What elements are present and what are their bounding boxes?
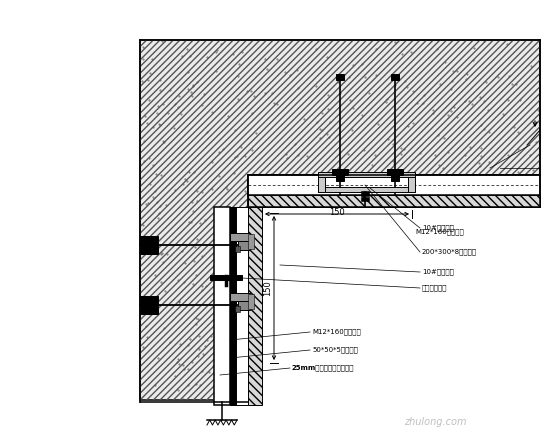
Text: 150: 150: [263, 280, 272, 296]
Text: 150: 150: [329, 208, 345, 217]
Bar: [361, 191, 369, 196]
Bar: [140, 296, 158, 314]
Bar: [391, 74, 399, 80]
Bar: [318, 175, 325, 192]
Bar: [318, 187, 415, 192]
Bar: [214, 207, 230, 405]
Text: M12*160化学锚栓: M12*160化学锚栓: [312, 329, 361, 335]
Bar: [230, 233, 250, 241]
Text: 10#槽钢横料: 10#槽钢横料: [422, 225, 454, 232]
Text: M12*160化学锚栓: M12*160化学锚栓: [415, 229, 464, 235]
Polygon shape: [140, 40, 540, 400]
Bar: [230, 207, 236, 405]
Bar: [140, 236, 158, 254]
Bar: [238, 240, 250, 250]
Bar: [230, 293, 250, 301]
Bar: [361, 197, 369, 201]
Bar: [248, 195, 540, 207]
Text: zhulong.com: zhulong.com: [404, 417, 466, 427]
Bar: [336, 74, 344, 80]
Bar: [336, 175, 344, 181]
Bar: [238, 300, 250, 310]
Bar: [235, 246, 240, 252]
Text: 200*300*8钢件骨架: 200*300*8钢件骨架: [422, 249, 477, 255]
Bar: [387, 169, 403, 175]
Bar: [210, 275, 242, 280]
Bar: [235, 306, 240, 312]
Bar: [408, 175, 415, 192]
Bar: [391, 175, 399, 181]
Bar: [248, 234, 254, 249]
Text: 25mm厚天然板岩荔枝面板: 25mm厚天然板岩荔枝面板: [292, 364, 354, 371]
Bar: [318, 172, 415, 177]
Bar: [248, 175, 540, 195]
Bar: [248, 207, 262, 405]
Text: 不锈钢干挂件: 不锈钢干挂件: [422, 285, 448, 291]
Text: 10#槽钢连接: 10#槽钢连接: [422, 269, 454, 275]
Text: 50*50*5镀锌角钢: 50*50*5镀锌角钢: [312, 347, 358, 353]
Bar: [230, 207, 248, 405]
Bar: [332, 169, 348, 175]
Bar: [248, 294, 254, 309]
